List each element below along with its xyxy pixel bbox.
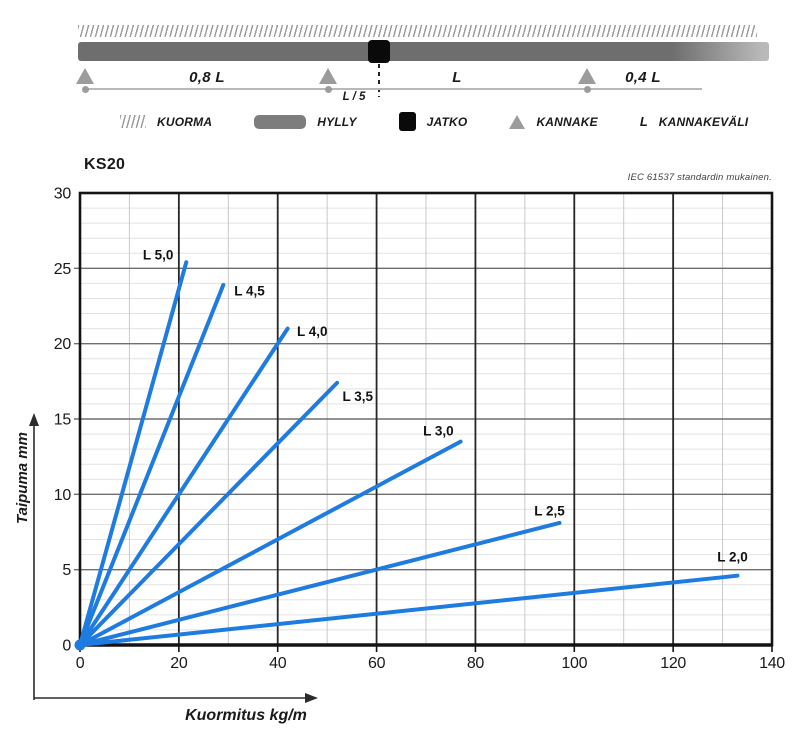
- span-label-left: 0,8 L: [189, 69, 225, 86]
- legend-label: JATKO: [426, 114, 468, 129]
- load-hatch-icon: [120, 115, 146, 128]
- legend-item-jatko: JATKO: [398, 112, 468, 131]
- x-tick-label: 120: [660, 655, 686, 672]
- x-tick-label: 140: [759, 655, 785, 672]
- series-line: [78, 520, 562, 647]
- span-label-right: 0,4 L: [625, 69, 661, 86]
- series-label: L 4,0: [297, 324, 328, 339]
- joint-square-icon: [398, 112, 416, 131]
- series-label: L 2,5: [534, 503, 565, 518]
- y-tick-label: 20: [54, 336, 72, 353]
- support-point: [81, 85, 89, 93]
- y-axis-arrowhead-icon: [29, 413, 39, 426]
- origin-dot: [74, 639, 86, 651]
- series-line: [78, 573, 740, 647]
- support-triangle-icon: [509, 114, 526, 129]
- series-label: L 2,0: [717, 549, 748, 564]
- legend-label: HYLLY: [317, 114, 357, 129]
- series-label: L 3,0: [423, 424, 454, 439]
- series-label: L 3,5: [343, 389, 374, 404]
- x-tick-label: 60: [368, 655, 386, 672]
- joint-marker: [368, 40, 390, 63]
- y-tick-label: 25: [54, 261, 72, 278]
- series-label: L 4,5: [234, 283, 265, 298]
- span-symbol: L: [639, 114, 648, 129]
- series-line: [78, 282, 226, 647]
- load-hatch-icon: [78, 25, 757, 37]
- support-triangle-icon: [578, 68, 596, 84]
- x-tick-label: 0: [76, 655, 85, 672]
- y-tick-label: 15: [54, 412, 72, 429]
- shelf-bar-icon: [254, 114, 307, 129]
- dimension-baseline: [85, 88, 702, 90]
- joint-offset-label: L / 5: [342, 91, 366, 103]
- joint-dashed-line: [378, 64, 380, 97]
- shelf-bar: [78, 42, 769, 61]
- schematic-legend: KUORMA HYLLY JATKO KANNAKE L KANNAKEVÄLI: [120, 112, 748, 131]
- y-tick-label: 30: [54, 186, 72, 203]
- legend-label: KUORMA: [157, 114, 213, 129]
- support-point: [324, 85, 332, 93]
- series-line: [78, 260, 189, 647]
- series-line: [78, 380, 340, 647]
- x-axis-title: Kuormitus kg/m: [185, 707, 307, 724]
- x-tick-label: 80: [467, 655, 485, 672]
- x-axis-arrowhead-icon: [305, 693, 318, 703]
- x-tick-label: 100: [561, 655, 587, 672]
- series-label: L 5,0: [143, 247, 174, 262]
- support-triangle-icon: [76, 68, 94, 84]
- y-axis-title: Taipuma mm: [14, 432, 31, 524]
- span-label-mid: L: [452, 69, 462, 86]
- legend-label: KANNAKEVÄLI: [658, 114, 749, 129]
- legend-item-hylly: HYLLY: [254, 114, 357, 129]
- series-line: [78, 439, 463, 647]
- legend-item-kannakevali: L KANNAKEVÄLI: [640, 114, 749, 129]
- y-tick-label: 5: [62, 562, 71, 579]
- standard-note: IEC 61537 standardin mukainen.: [627, 172, 772, 183]
- legend-item-kannake: KANNAKE: [509, 114, 598, 129]
- x-tick-label: 20: [170, 655, 188, 672]
- y-tick-label: 10: [54, 487, 72, 504]
- support-point: [583, 85, 591, 93]
- chart-title: KS20: [84, 156, 126, 173]
- series-line: [78, 326, 290, 647]
- legend-label: KANNAKE: [536, 114, 598, 129]
- x-tick-label: 40: [269, 655, 287, 672]
- legend-item-kuorma: KUORMA: [120, 115, 212, 129]
- y-tick-label: 0: [62, 638, 71, 655]
- support-triangle-icon: [319, 68, 337, 84]
